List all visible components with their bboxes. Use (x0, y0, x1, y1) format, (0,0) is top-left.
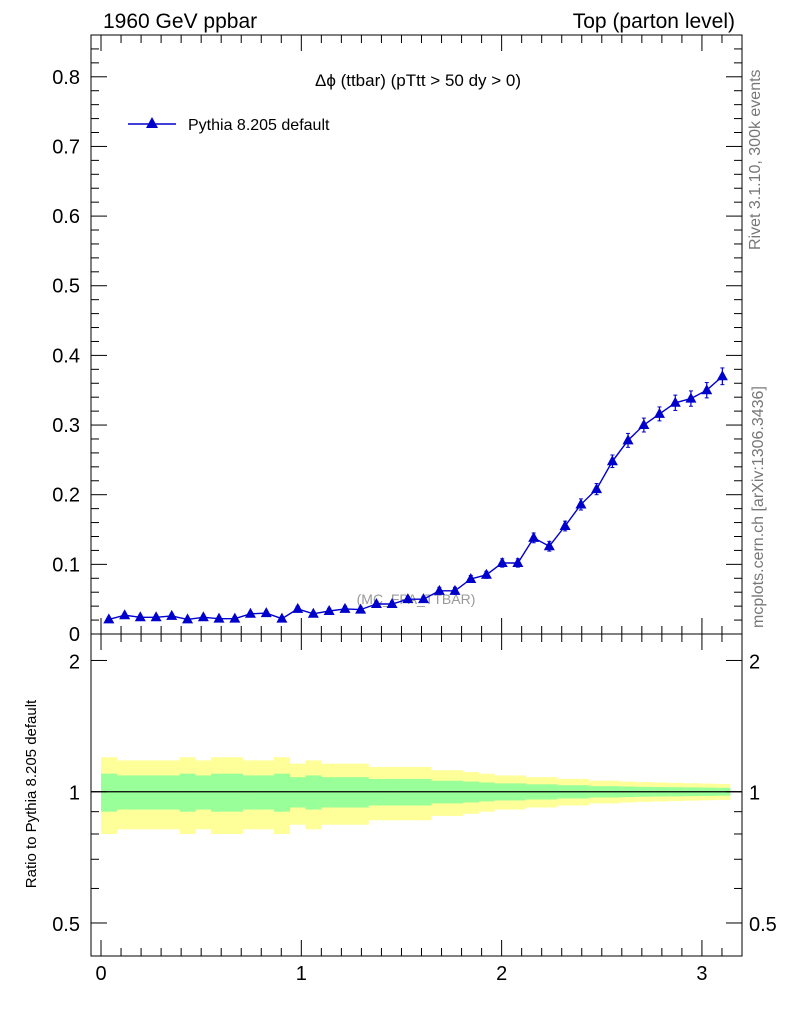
ratio-plot-panel: 0.5 0.5 1 1 2 2 0 1 2 3 Ratio to Pythia 8.205 de… (23, 633, 777, 985)
data-point-marker (449, 584, 461, 595)
ratio-inner-band (305, 775, 322, 810)
main-y-tick-label: 0.1 (52, 554, 80, 576)
data-point-marker (150, 611, 162, 622)
ratio-inner-band (195, 775, 212, 810)
data-point-marker (134, 611, 146, 622)
series-line (108, 375, 723, 621)
legend-label: Pythia 8.205 default (188, 117, 330, 134)
data-point-marker (496, 556, 508, 567)
rivet-side-label: Rivet 3.1.10, 300k events (747, 69, 764, 250)
data-point-marker (386, 598, 398, 609)
ratio-inner-band (321, 777, 338, 808)
ratio-y-tick-label-left: 1 (69, 783, 80, 805)
data-point-marker (166, 609, 178, 620)
main-plot-title: Δϕ (ttbar) (pTtt > 50 dy > 0) (315, 71, 521, 90)
ratio-inner-band (226, 773, 243, 812)
data-point-marker (606, 455, 618, 466)
data-point-marker (465, 572, 477, 583)
ratio-inner-band (258, 775, 275, 810)
data-point-marker (119, 609, 131, 620)
data-point-marker (182, 613, 194, 624)
data-point-marker (276, 612, 288, 623)
data-point-marker (512, 556, 524, 567)
main-y-tick-label: 0.8 (52, 67, 80, 89)
data-point-marker (543, 540, 555, 551)
ratio-x-tick-label: 0 (95, 963, 106, 985)
ratio-inner-band (289, 777, 306, 808)
ratio-inner-band (163, 775, 181, 810)
ratio-inner-band (132, 775, 149, 810)
data-point-marker (480, 568, 492, 579)
data-point-marker (244, 607, 256, 618)
data-point-marker (103, 613, 115, 624)
data-point-marker (418, 593, 430, 604)
main-y-tick-label: 0.5 (52, 276, 80, 298)
ratio-x-tick-label: 2 (496, 963, 507, 985)
ratio-x-tick-label: 3 (696, 963, 707, 985)
main-y-tick-label: 0.4 (52, 345, 80, 367)
ratio-frame (90, 633, 743, 957)
data-point-marker (622, 434, 634, 445)
ratio-bands (101, 757, 731, 834)
data-point-marker (260, 607, 272, 618)
ratio-x-tick-labels: 0 1 2 3 (95, 963, 707, 985)
data-point-marker (669, 396, 681, 407)
data-point-marker (229, 612, 241, 623)
data-point-marker (701, 384, 713, 395)
main-y-tick-label: 0.6 (52, 206, 80, 228)
ratio-inner-band (273, 773, 291, 812)
data-point-marker (197, 611, 209, 622)
data-point-marker (292, 602, 304, 613)
data-point-marker (591, 483, 603, 494)
data-point-marker (433, 584, 445, 595)
data-point-marker (716, 370, 728, 381)
ratio-inner-band (148, 775, 165, 810)
data-point-marker (213, 612, 225, 623)
main-plot-panel: 00.10.20.30.40.50.60.70.8 (MC_FPA_TTBAR)… (52, 34, 743, 646)
data-point-marker (653, 407, 665, 418)
main-y-tick-label: 0 (69, 624, 80, 646)
main-y-tick-label: 0.3 (52, 415, 80, 437)
ratio-y-tick-label-right: 2 (749, 651, 760, 673)
data-point-marker (575, 498, 587, 509)
ratio-y-tick-label-left: 0.5 (52, 914, 80, 936)
legend: Pythia 8.205 default (128, 117, 330, 134)
main-axis-ticks (91, 35, 742, 635)
main-series-group (103, 367, 728, 624)
ratio-inner-band (336, 777, 354, 808)
ratio-y-tick-labels: 0.5 0.5 1 1 2 2 (52, 651, 777, 936)
data-point-marker (559, 520, 571, 531)
data-point-marker (402, 593, 414, 604)
data-point-marker (685, 392, 697, 403)
ratio-axis-ticks (91, 634, 742, 956)
mcplots-side-label: mcplots.cern.ch [arXiv:1306.3436] (750, 386, 767, 628)
data-point-marker (528, 531, 540, 542)
ratio-inner-band (116, 775, 133, 810)
ratio-y-tick-label-left: 2 (69, 651, 80, 673)
data-point-marker (307, 607, 319, 618)
ratio-y-tick-label-right: 1 (749, 783, 760, 805)
ratio-y-tick-label-right: 0.5 (749, 914, 777, 936)
main-y-tick-labels: 0 0.1 0.2 0.3 0.4 0.5 0.6 0.7 0.8 (52, 67, 80, 646)
data-point-marker (355, 603, 367, 614)
data-point-marker (370, 598, 382, 609)
ratio-inner-band (242, 775, 259, 810)
ratio-x-tick-label: 1 (296, 963, 307, 985)
ratio-inner-band (352, 777, 369, 808)
ratio-inner-band (179, 773, 196, 812)
ratio-y-axis-label: Ratio to Pythia 8.205 default (23, 699, 40, 888)
main-y-tick-label: 0.7 (52, 136, 80, 158)
header-right-label: Top (parton level) (573, 10, 735, 33)
ratio-inner-band (101, 773, 118, 812)
main-y-tick-label: 0.2 (52, 485, 80, 507)
data-point-marker (339, 602, 351, 613)
header-left-label: 1960 GeV ppbar (103, 10, 257, 33)
data-point-marker (638, 419, 650, 430)
legend-marker-icon (146, 117, 158, 128)
data-point-marker (323, 605, 335, 616)
ratio-inner-band (211, 773, 228, 812)
